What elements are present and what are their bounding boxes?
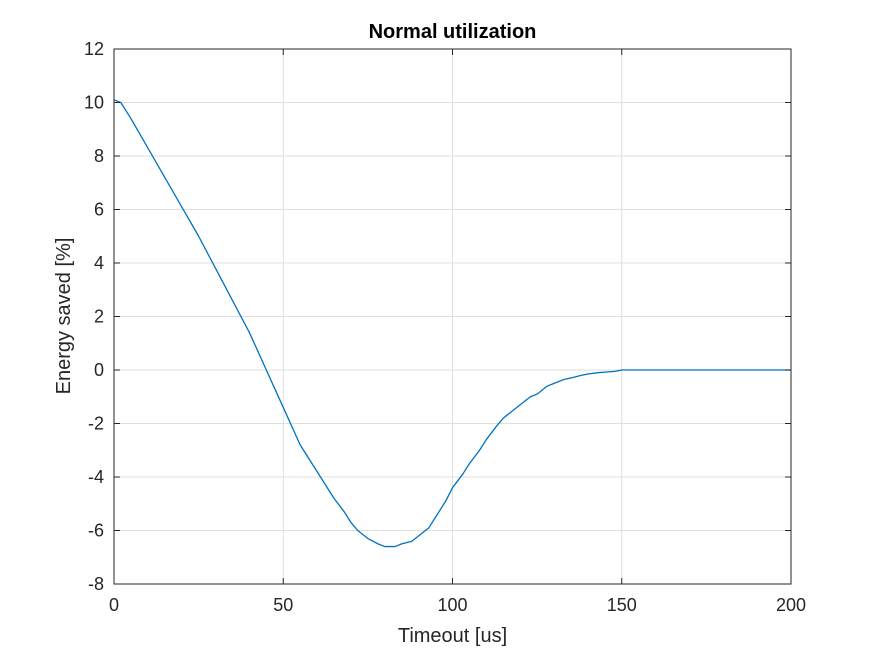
x-tick-label: 150 <box>607 595 637 615</box>
series-line <box>113 99 791 548</box>
x-tick-label: 100 <box>437 595 467 615</box>
y-tick-label: 4 <box>94 253 104 273</box>
x-tick-label: 200 <box>776 595 806 615</box>
y-tick-label: 6 <box>94 200 104 220</box>
x-tick-label: 50 <box>273 595 293 615</box>
y-tick-label: 10 <box>84 93 104 113</box>
y-tick-label: -8 <box>88 574 104 594</box>
y-tick-label: -6 <box>88 521 104 541</box>
x-axis-label: Timeout [us] <box>398 625 507 647</box>
y-tick-label: 8 <box>94 146 104 166</box>
tick-labels: 0 50 100 150 200 -8 -6 -4 -2 0 2 4 6 8 10 12 <box>84 39 806 615</box>
y-tick-label: 2 <box>94 307 104 327</box>
y-tick-label: -2 <box>88 414 104 434</box>
chart-title: Normal utilization <box>369 21 537 43</box>
y-tick-label: 12 <box>84 39 104 59</box>
ticks <box>113 48 792 585</box>
x-tick-label: 0 <box>109 595 119 615</box>
y-tick-label: -4 <box>88 467 104 487</box>
y-tick-label: 0 <box>94 360 104 380</box>
series-layer <box>113 99 791 548</box>
y-axis-label: Energy saved [%] <box>53 238 75 395</box>
